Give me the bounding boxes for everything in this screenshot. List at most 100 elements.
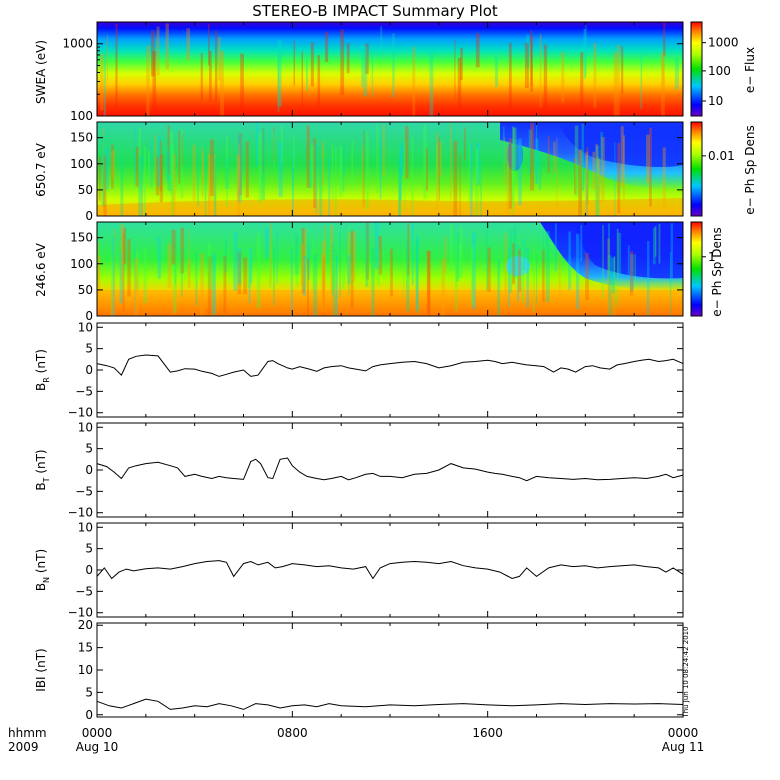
- spectrogram-streak: [592, 151, 596, 190]
- spectrogram-streak: [503, 126, 505, 162]
- spectrogram-streak: [331, 144, 334, 200]
- spectrogram-streak: [102, 128, 105, 208]
- spectrogram-streak: [521, 244, 525, 303]
- spectrogram-streak: [343, 141, 345, 174]
- spectrogram-streak: [325, 31, 329, 63]
- spectrogram-streak: [614, 142, 616, 216]
- spectrogram-streak: [146, 45, 150, 116]
- pad246-ylabel: 246.6 eV: [34, 242, 48, 297]
- spectrogram-streak: [166, 151, 170, 182]
- spectrogram-streak: [508, 43, 512, 116]
- spectrogram-streak: [213, 154, 216, 216]
- bmag-panel: 20 15 10 5 0 IBI (nT) Thu Jun 10 08:24:42 20…: [34, 618, 690, 722]
- spectrogram-streak: [579, 149, 583, 216]
- spectrogram-streak: [512, 127, 517, 181]
- bmag-ytick-label: 10: [78, 663, 93, 677]
- spectrogram-streak: [613, 257, 615, 315]
- pad650-colorbar-ticks: 0.01: [702, 149, 735, 163]
- spectrogram-streak: [399, 145, 401, 216]
- pad650-ytick-label: 0: [85, 209, 93, 223]
- spectrogram-streak: [425, 148, 428, 191]
- spectrogram-streak: [436, 132, 438, 211]
- spectrogram-streak: [403, 253, 405, 299]
- spectrogram-streak: [457, 57, 462, 116]
- spectrogram-streak: [171, 229, 176, 265]
- bn-series-line: [96, 560, 684, 580]
- spectrogram-streak: [390, 248, 393, 297]
- spectrogram-streak: [450, 122, 452, 201]
- spectrogram-streak: [585, 151, 589, 215]
- bn-ylabel: BN (nT): [34, 549, 51, 591]
- spectrogram-streak: [313, 138, 317, 208]
- spectrogram-streak: [269, 246, 272, 289]
- spectrogram-streak: [518, 138, 522, 206]
- spectrogram-streak: [553, 141, 556, 173]
- bt-ytick-label: 10: [78, 420, 93, 434]
- bt-ytick-label: 0: [85, 463, 93, 477]
- spectrogram-streak: [307, 258, 309, 316]
- spectrogram-streak: [98, 156, 101, 201]
- spectrogram-streak: [207, 256, 212, 315]
- spectrogram-streak: [601, 137, 605, 203]
- pad246-panel: 246.6 eV 150 100 50 0 1 e− Ph Sp Dens: [34, 221, 724, 323]
- spectrogram-streak: [365, 222, 369, 280]
- spectrogram-streak: [662, 147, 666, 207]
- bt-ytick-label: −10: [68, 506, 93, 520]
- spectrogram-streak: [574, 125, 579, 197]
- spectrogram-streak: [233, 231, 235, 284]
- spectrogram-streak: [273, 247, 275, 306]
- spectrogram-streak: [236, 155, 241, 216]
- spectrogram-streak: [404, 141, 406, 212]
- spectrogram-streak: [249, 249, 253, 284]
- spectrogram-streak: [188, 229, 190, 285]
- spectrogram-streak: [581, 123, 585, 191]
- bn-frame: [96, 522, 684, 618]
- bmag-ylabel: IBI (nT): [34, 648, 48, 691]
- spectrogram-streak: [535, 138, 539, 185]
- spectrogram-streak: [186, 28, 191, 61]
- bmag-frame: [96, 622, 684, 718]
- spectrogram-streak: [449, 223, 453, 272]
- spectrogram-streak: [100, 53, 104, 111]
- spectrogram-streak: [438, 137, 440, 201]
- bmag-ytick-label: 15: [78, 641, 93, 655]
- spectrogram-streak: [141, 154, 143, 216]
- bmag-ytick-label: 5: [85, 685, 93, 699]
- swea-colorbar: [690, 21, 703, 117]
- spectrogram-streak: [536, 257, 538, 306]
- spectrogram-streak: [342, 146, 345, 192]
- spectrogram-streak: [513, 226, 517, 278]
- bn-ytick-label: 10: [78, 520, 93, 534]
- spectrogram-streak: [620, 126, 624, 187]
- spectrogram-streak: [533, 250, 535, 313]
- swea-cbtick-label: 1000: [708, 36, 739, 50]
- spectrogram-streak: [173, 254, 177, 314]
- spectrogram-streak: [518, 249, 521, 292]
- spectrogram-streak: [339, 145, 343, 197]
- spectrogram-streak: [545, 231, 550, 303]
- spectrogram-streak: [112, 237, 115, 316]
- spectrogram-streak: [303, 256, 307, 296]
- pad246-colorbar-label: e− Ph Sp Dens: [710, 227, 724, 316]
- spectrogram-streak: [151, 30, 155, 77]
- spectrogram-streak: [530, 29, 533, 87]
- bt-ylabel: BT (nT): [34, 449, 51, 490]
- spectrogram-streak: [412, 46, 416, 116]
- spectrogram-streak: [654, 226, 657, 257]
- spectrogram-streak: [621, 46, 624, 94]
- bn-panel: 10 5 0 −5 −10 BN (nT): [34, 520, 684, 620]
- spectrogram-streak: [211, 255, 215, 316]
- spectrogram-streak: [110, 255, 113, 316]
- spectrogram-streak: [352, 231, 356, 282]
- spectrogram-streak: [365, 43, 369, 74]
- x-tick-label: 0800: [277, 726, 308, 740]
- swea-yticks: 1000 100: [62, 21, 683, 123]
- pad246-time-streaks: [97, 222, 673, 316]
- spectrogram-streak: [608, 255, 612, 316]
- spectrogram-streak: [295, 234, 299, 276]
- br-yticks: 10 5 0 −5 −10: [68, 320, 683, 420]
- spectrogram-streak: [301, 227, 305, 294]
- spectrogram-streak: [237, 251, 242, 295]
- spectrogram-streak: [486, 228, 488, 291]
